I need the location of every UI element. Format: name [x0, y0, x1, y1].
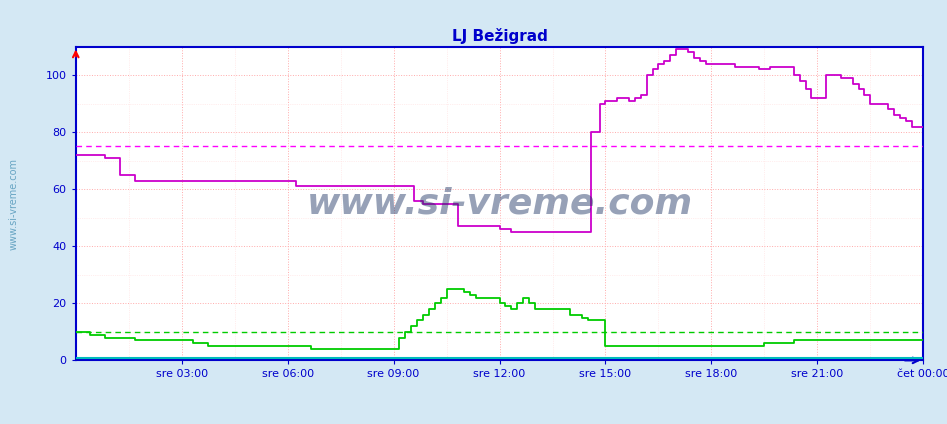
Title: LJ Bežigrad: LJ Bežigrad — [452, 28, 547, 44]
Text: www.si-vreme.com: www.si-vreme.com — [307, 187, 692, 220]
Text: www.si-vreme.com: www.si-vreme.com — [9, 158, 18, 249]
